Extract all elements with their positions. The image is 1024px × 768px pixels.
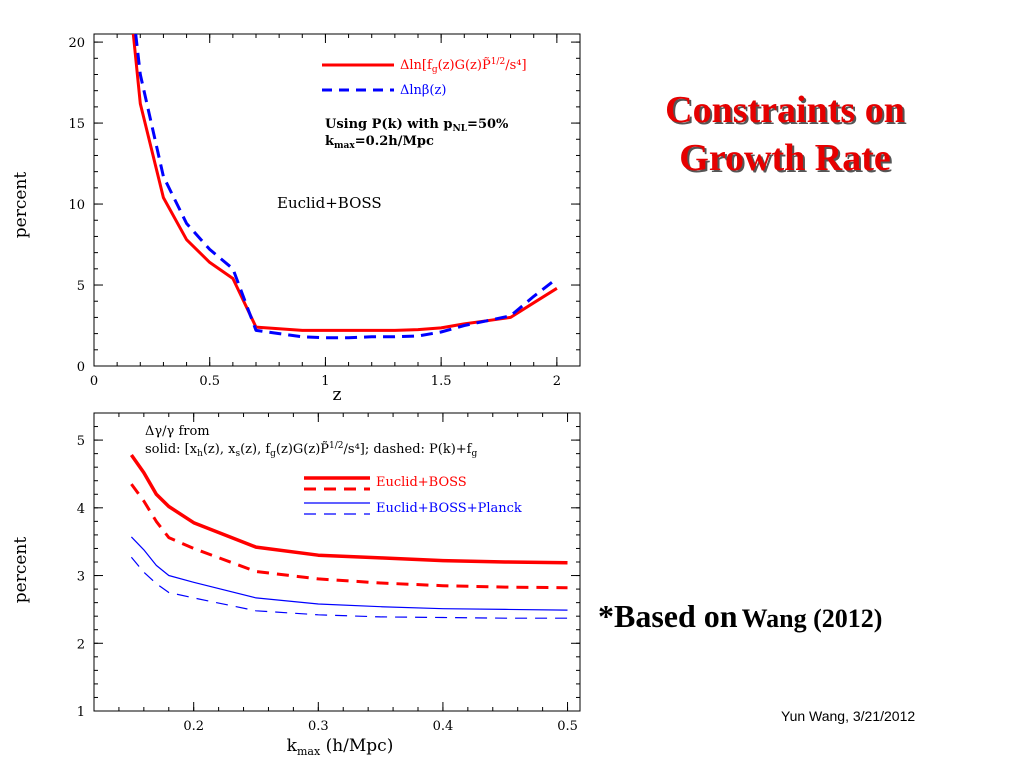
- top-chart: 0 0.5 1 1.5 2 0 5 10 15 20 z percent Δln[fg(z)G(…: [11, 33, 581, 405]
- reference-prefix: *Based on: [598, 598, 738, 634]
- top-y-tick-labels: 0 5 10 15 20: [68, 36, 85, 375]
- reference-note: *Based on Wang (2012): [598, 598, 882, 635]
- top-x-axis-label: z: [333, 385, 342, 405]
- bottom-legend-label-euclid-boss: Euclid+BOSS: [376, 475, 467, 490]
- top-annotation-kmax: kmax=0.2h/Mpc: [325, 134, 434, 151]
- author-credit: Yun Wang, 3/21/2012: [781, 708, 916, 724]
- y-tick-label: 15: [68, 117, 85, 132]
- y-tick-label: 0: [77, 360, 85, 375]
- bot-series-line-1: [130, 483, 568, 590]
- bottom-series-lines: [129, 453, 568, 619]
- top-annotation-survey: Euclid+BOSS: [277, 194, 382, 212]
- top-legend-label-blue: Δlnβ(z): [400, 83, 446, 98]
- x-tick-label: 0.5: [199, 374, 220, 389]
- x-tick-label: 1: [321, 374, 329, 389]
- bottom-ticks: [93, 412, 580, 712]
- bottom-x-tick-labels: 0.2 0.3 0.4 0.5: [183, 719, 578, 734]
- y-tick-label: 1: [77, 705, 85, 720]
- top-ticks: [93, 34, 581, 367]
- y-tick-label: 10: [68, 198, 85, 213]
- x-tick-label: 0.3: [308, 719, 329, 734]
- bottom-annotation-title: Δγ/γ from: [145, 424, 210, 439]
- y-tick-label: 5: [77, 279, 85, 294]
- x-tick-label: 0.4: [433, 719, 454, 734]
- y-tick-label: 5: [77, 434, 85, 449]
- top-series-line-1: [134, 33, 558, 340]
- x-tick-label: 1.5: [431, 374, 452, 389]
- bot-series-line-2: [130, 536, 568, 611]
- top-plot-frame: [93, 33, 581, 367]
- y-tick-label: 3: [77, 570, 85, 585]
- x-tick-label: 0: [90, 374, 98, 389]
- x-tick-label: 2: [553, 374, 561, 389]
- top-series-line-0: [131, 33, 558, 332]
- top-legend-label-red: Δln[fg(z)G(z)P̃1/2/s⁴]: [400, 57, 527, 75]
- y-tick-label: 2: [77, 637, 85, 652]
- bottom-legend-label-euclid-boss-planck: Euclid+BOSS+Planck: [376, 501, 522, 516]
- bottom-y-tick-labels: 1 2 3 4 5: [77, 434, 85, 720]
- top-series-lines: [131, 33, 558, 340]
- slide-title-line-1: Constraints on: [665, 89, 905, 131]
- bottom-annotation-description: solid: [xh(z), xs(z), fg(z)G(z)P̃1/2/s⁴]…: [145, 441, 478, 459]
- y-tick-label: 20: [68, 36, 85, 51]
- bot-series-line-3: [130, 556, 568, 619]
- top-x-tick-labels: 0 0.5 1 1.5 2: [90, 374, 561, 389]
- x-tick-label: 0.5: [557, 719, 578, 734]
- slide-title: Constraints on Growth Rate: [600, 86, 970, 182]
- y-tick-label: 4: [77, 502, 85, 517]
- bottom-y-axis-label: percent: [11, 537, 31, 604]
- top-y-axis-label: percent: [11, 172, 31, 239]
- bot-series-line-0: [129, 453, 568, 565]
- reference-citation: Wang (2012): [741, 604, 883, 633]
- slide-title-line-2: Growth Rate: [679, 137, 891, 179]
- bottom-x-axis-label: kmax (h/Mpc): [287, 736, 394, 758]
- top-annotation-method: Using P(k) with pNL=50%: [325, 117, 509, 134]
- x-tick-label: 0.2: [183, 719, 204, 734]
